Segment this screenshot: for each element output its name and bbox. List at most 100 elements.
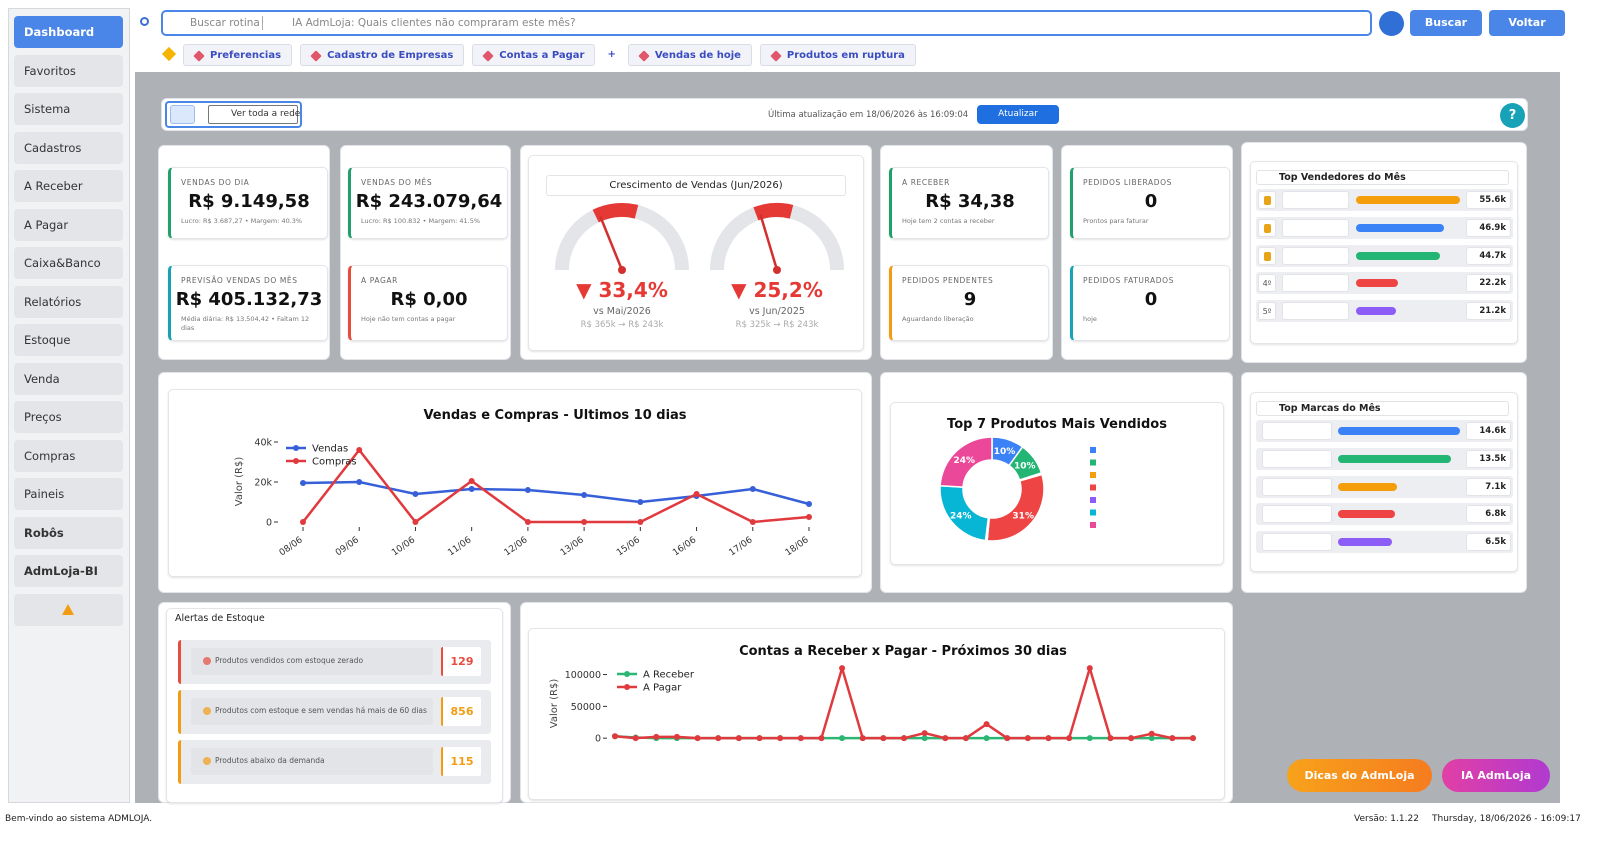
value-label: 6.5k	[1466, 533, 1511, 552]
x-tick-label: 17/06	[728, 535, 755, 558]
gauge-compare: vs Mai/2026	[593, 306, 651, 317]
y-axis-label: Valor (R$)	[549, 679, 560, 729]
gauge-compare: vs Jun/2025	[749, 306, 805, 317]
sidebar-item[interactable]: Paineis	[14, 478, 123, 510]
bar	[1356, 196, 1460, 204]
slice-label: 31%	[1012, 511, 1034, 521]
line	[614, 666, 1193, 740]
tab[interactable]: Vendas de hoje	[627, 44, 752, 66]
search-button[interactable]: Buscar	[1410, 10, 1482, 36]
sidebar-item[interactable]: Relatórios	[14, 285, 123, 318]
sidebar-item[interactable]	[14, 593, 123, 626]
slice-label: 10%	[1014, 462, 1036, 472]
value-label: 6.8k	[1466, 505, 1511, 524]
point	[1128, 735, 1135, 742]
chart-title: Top 7 Produtos Mais Vendidos	[947, 417, 1167, 432]
kpi-label: VENDAS DO DIA	[181, 178, 250, 187]
point	[356, 447, 363, 453]
help-button[interactable]: ?	[1500, 103, 1525, 128]
kpi-value: R$ 34,38	[925, 191, 1015, 212]
gauge-needle	[759, 214, 779, 271]
kpi-note: Média diária: R$ 13.504,42 • Faltam 12 d…	[181, 315, 310, 332]
back-button[interactable]: Voltar	[1489, 10, 1565, 36]
sidebar-item[interactable]: Cadastros	[14, 131, 123, 164]
tab[interactable]: Cadastro de Empresas	[300, 44, 465, 66]
point	[524, 487, 531, 493]
alert-row: Produtos com estoque e sem vendas há mai…	[178, 690, 491, 734]
kpi-label: A PAGAR	[361, 276, 398, 285]
point	[1086, 735, 1093, 742]
tab[interactable]: +	[607, 49, 616, 60]
name-box	[1282, 246, 1349, 265]
point	[797, 735, 804, 742]
sidebar-item[interactable]: A Pagar	[14, 208, 123, 241]
legend-marker	[293, 458, 299, 464]
refresh-button[interactable]: Atualizar	[977, 105, 1059, 124]
gauge-detail: R$ 365k → R$ 243k	[581, 320, 664, 330]
ai-prompt[interactable]: IA AdmLoja: Quais clientes não compraram…	[292, 17, 576, 29]
legend-swatch	[1090, 447, 1096, 453]
tab[interactable]: Contas a Pagar	[472, 44, 596, 66]
name-box	[1262, 477, 1332, 496]
alert-count: 856	[441, 697, 481, 726]
version: Versão: 1.1.22	[1354, 814, 1419, 824]
tab[interactable]: Produtos em ruptura	[759, 44, 916, 66]
slice-label: 24%	[954, 456, 976, 466]
sidebar-item[interactable]: Caixa&Banco	[14, 247, 123, 279]
bar	[1356, 223, 1444, 232]
sidebar-item[interactable]: Venda	[14, 362, 123, 395]
x-tick-label: 11/06	[446, 535, 473, 558]
sidebar-item[interactable]: Compras	[14, 439, 123, 472]
slice-label: 24%	[950, 511, 972, 521]
y-tick-label: 20k	[254, 478, 272, 489]
bar	[1338, 482, 1398, 491]
point	[468, 478, 475, 484]
mic-button[interactable]	[1379, 11, 1404, 36]
point	[694, 735, 701, 742]
point	[693, 491, 700, 497]
tips-button[interactable]: Dicas do AdmLoja	[1287, 759, 1432, 792]
alerts-title: Alertas de Estoque	[175, 613, 265, 624]
point	[1086, 665, 1093, 672]
sidebar-item[interactable]: AdmLoja-BI	[14, 555, 123, 587]
globe-button[interactable]	[170, 105, 195, 124]
alert-inner	[191, 648, 433, 675]
value-label: 21.2k	[1466, 302, 1511, 321]
search-placeholder: Buscar rotina	[190, 17, 260, 29]
value-label: 46.9k	[1466, 218, 1511, 237]
sidebar-item[interactable]: Estoque	[14, 324, 123, 356]
ai-button[interactable]: IA AdmLoja	[1442, 759, 1550, 792]
point	[983, 721, 990, 728]
separator	[262, 16, 263, 30]
gauge-hub	[618, 266, 626, 274]
point	[921, 735, 928, 742]
y-tick-label: 0	[595, 734, 601, 745]
point	[1148, 730, 1155, 737]
gauge-detail: R$ 325k → R$ 243k	[736, 320, 819, 330]
point	[839, 735, 846, 742]
kpi-note: Prontos para faturar	[1083, 217, 1149, 225]
kpi-value: R$ 243.079,64	[355, 191, 503, 212]
rank-badge	[1258, 218, 1276, 237]
tab[interactable]: Preferencias	[183, 44, 293, 66]
x-tick-label: 08/06	[278, 535, 305, 558]
point	[806, 514, 812, 520]
sidebar-item[interactable]: Dashboard	[14, 16, 123, 48]
value-label: 44.7k	[1466, 246, 1511, 265]
sidebar-item[interactable]: A Receber	[14, 170, 123, 202]
sidebar-item[interactable]: Sistema	[14, 93, 123, 125]
sidebar-item[interactable]: Robôs	[14, 516, 123, 549]
sidebar-item[interactable]: Preços	[14, 401, 123, 433]
point	[412, 491, 419, 497]
search-bar[interactable]	[161, 10, 1372, 36]
gauge-hub	[773, 266, 781, 274]
network-toggle[interactable]: Ver toda a rede	[208, 105, 300, 124]
sidebar-item[interactable]: Favoritos	[14, 54, 123, 87]
point	[524, 519, 531, 525]
kpi-card: PEDIDOS LIBERADOS 0 Prontos para faturar	[1070, 167, 1230, 239]
gauge-track	[555, 203, 689, 271]
y-tick-label: 0	[266, 518, 272, 529]
point	[777, 735, 784, 742]
legend-swatch	[1090, 522, 1096, 528]
